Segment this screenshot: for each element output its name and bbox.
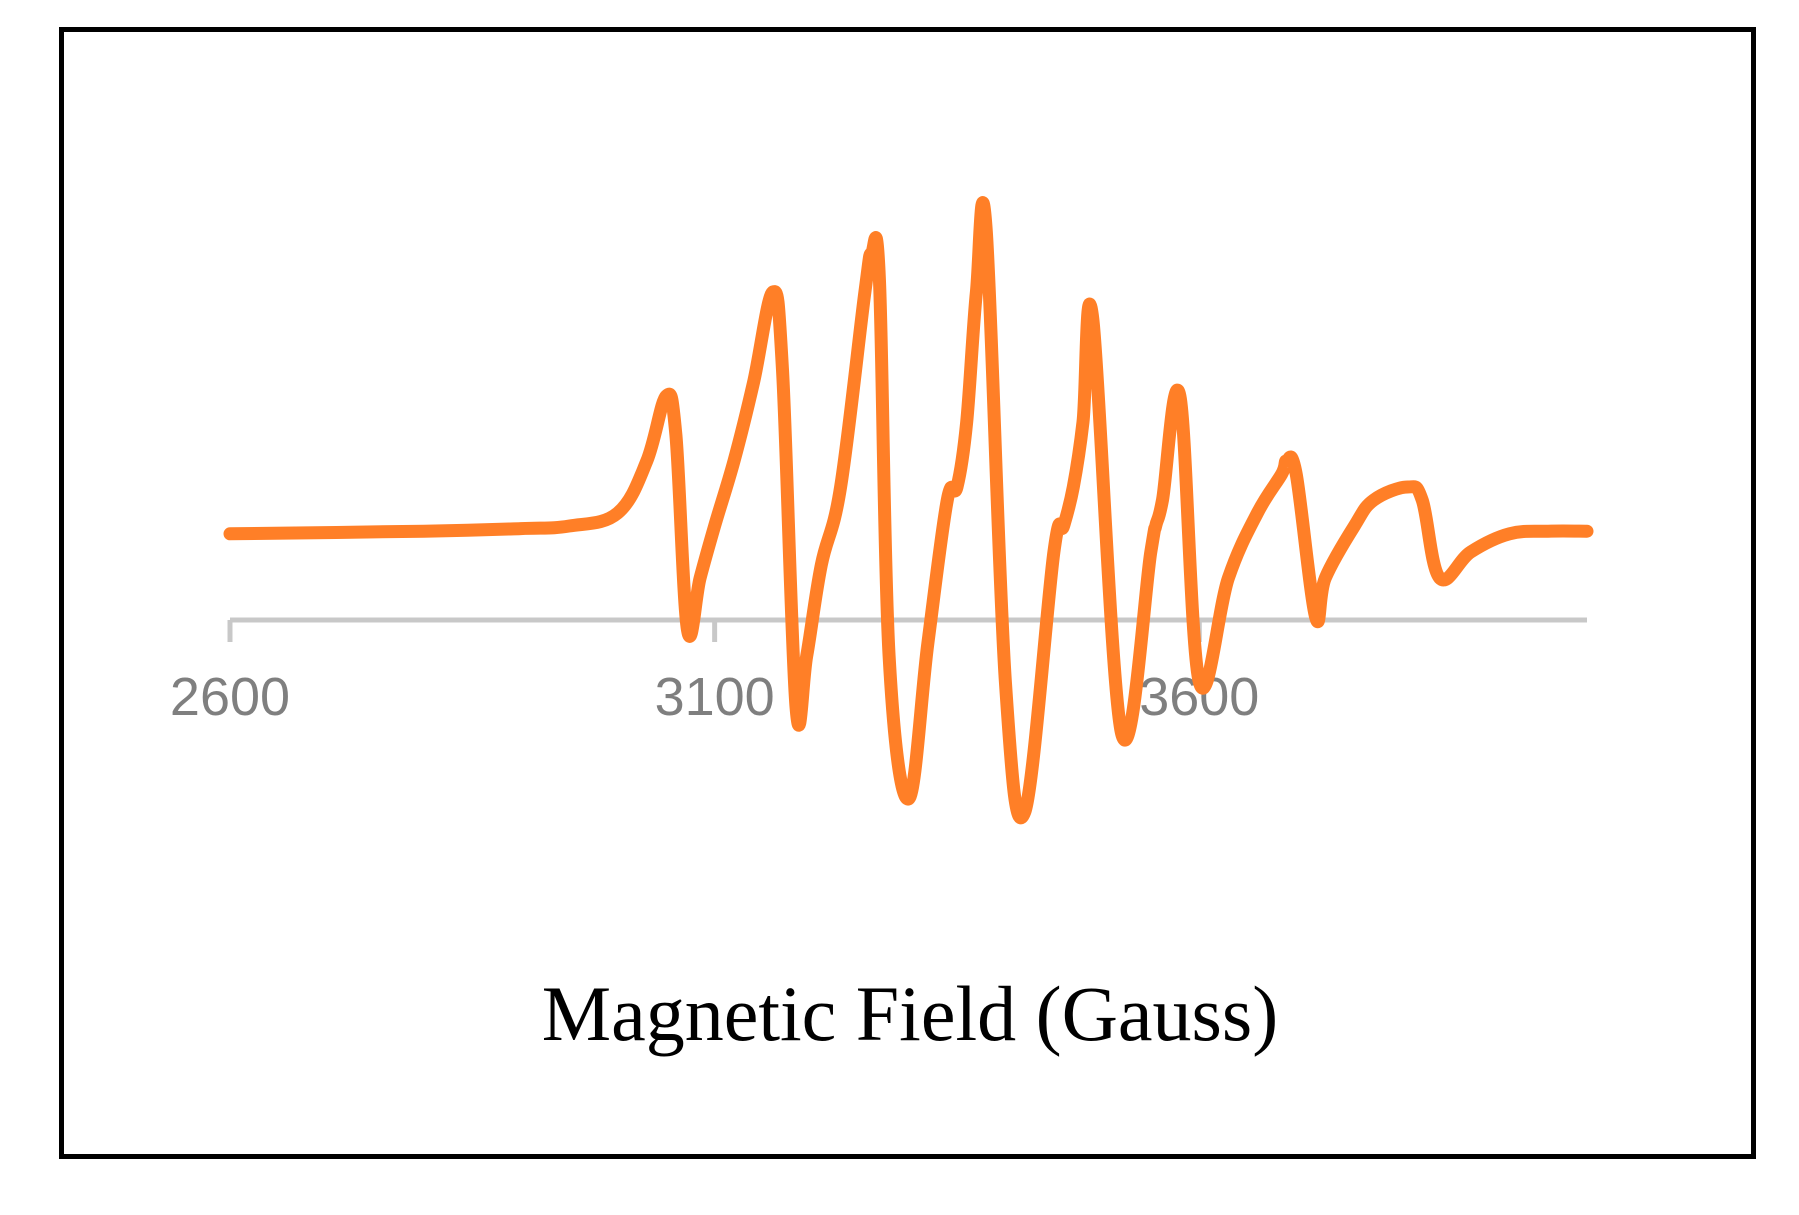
series-layer (223, 196, 1594, 825)
x-tick-labels: 2600 3100 3600 (170, 667, 1259, 727)
x-tick-label: 2600 (170, 667, 290, 727)
spectrum-line (223, 196, 1594, 825)
chart-frame (59, 27, 1756, 1159)
x-axis (227, 617, 1587, 642)
x-tick-label: 3100 (655, 667, 775, 727)
x-axis-title: Magnetic Field (Gauss) (542, 970, 1279, 1057)
